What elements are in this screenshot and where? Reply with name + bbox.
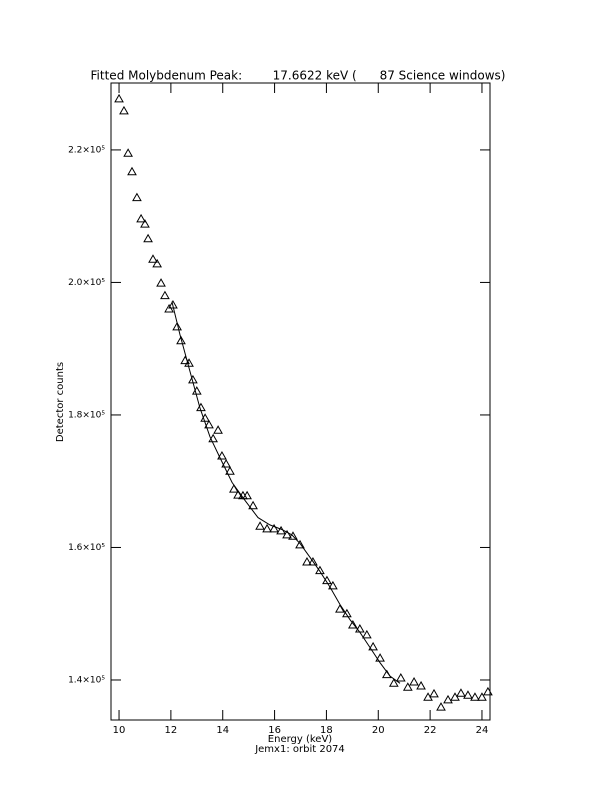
- data-point: [368, 641, 378, 651]
- data-point: [233, 490, 243, 499]
- y-tick-label: 2.0×10⁵: [68, 278, 105, 288]
- data-point: [143, 233, 153, 243]
- x-tick-label: 18: [320, 725, 333, 736]
- y-tick-label: 2.2×10⁵: [68, 145, 105, 155]
- y-tick-label: 1.4×10⁵: [68, 675, 105, 685]
- data-point: [436, 702, 446, 711]
- data-point: [470, 692, 480, 701]
- data-point: [362, 629, 372, 639]
- data-point: [140, 219, 150, 228]
- data-point: [402, 682, 413, 691]
- data-point: [322, 575, 332, 585]
- data-point: [123, 148, 133, 157]
- data-point: [335, 604, 345, 613]
- data-point: [242, 490, 252, 500]
- fit-line: [171, 301, 401, 684]
- data-point: [282, 529, 292, 539]
- data-point: [248, 500, 258, 510]
- data-point: [315, 565, 325, 575]
- x-tick-label: 22: [424, 725, 437, 736]
- data-point: [308, 557, 318, 566]
- data-point: [416, 680, 426, 690]
- data-point: [269, 523, 279, 533]
- y-tick-label: 1.6×10⁵: [68, 543, 105, 553]
- data-point: [328, 580, 338, 590]
- data-point: [221, 458, 231, 468]
- data-point: [342, 608, 352, 618]
- data-point: [136, 213, 146, 223]
- data-point: [172, 321, 182, 331]
- data-point: [429, 688, 439, 698]
- data-point: [160, 290, 170, 300]
- data-point: [302, 557, 312, 566]
- data-point: [295, 539, 305, 549]
- data-point: [176, 335, 186, 345]
- data-point: [119, 105, 129, 115]
- x-axis-label: Energy (keV): [268, 734, 333, 745]
- data-point: [375, 653, 385, 662]
- y-axis-label: Detector counts: [55, 362, 66, 442]
- x-tick-label: 10: [113, 725, 126, 736]
- data-point: [229, 484, 239, 493]
- data-point: [255, 521, 265, 530]
- chart-title: Fitted Molybdenum Peak: 17.6622 keV ( 87…: [91, 69, 506, 83]
- x-tick-label: 14: [216, 725, 229, 736]
- data-point: [443, 694, 453, 704]
- data-point: [217, 451, 227, 460]
- x-tick-label: 24: [476, 725, 489, 736]
- data-point: [225, 466, 235, 475]
- data-point: [348, 619, 358, 629]
- y-tick-label: 1.8×10⁵: [68, 410, 105, 420]
- subtitle: Jemx1: orbit 2074: [254, 744, 345, 755]
- data-point: [456, 688, 466, 697]
- data-point: [477, 692, 487, 701]
- data-point: [114, 93, 124, 103]
- data-point: [152, 258, 163, 268]
- data-point: [156, 278, 166, 287]
- data-point: [148, 254, 158, 263]
- data-point: [409, 676, 419, 686]
- data-point: [395, 672, 406, 682]
- plot-frame: [110, 82, 491, 721]
- data-point: [288, 531, 298, 540]
- x-tick-label: 16: [268, 725, 281, 736]
- data-point: [127, 166, 137, 176]
- data-point: [132, 192, 142, 202]
- data-point: [213, 425, 223, 434]
- x-tick-label: 20: [372, 725, 385, 736]
- data-point: [388, 678, 399, 687]
- x-tick-label: 12: [165, 725, 178, 736]
- data-point: [204, 419, 214, 429]
- data-point: [483, 686, 493, 696]
- data-point: [463, 690, 473, 699]
- data-point: [262, 523, 272, 533]
